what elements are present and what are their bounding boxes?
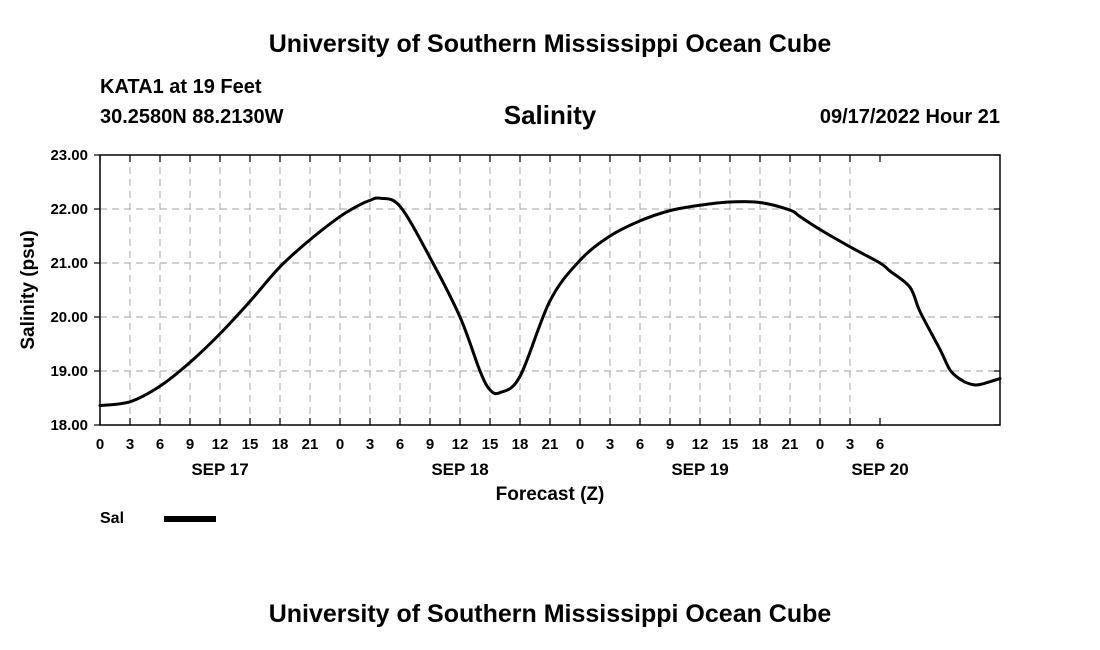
x-tick-labels: 0 3 6 9 12 15 18 21 0 3 6 9 12 15 18 21 0 3 6 9 12 15 18 21 0 3 6: [96, 436, 884, 453]
x-tick-label: 0: [816, 436, 824, 453]
x-tick-label: 9: [186, 436, 194, 453]
x-tick-label: 12: [692, 436, 709, 453]
chart-ticks: [94, 154, 1000, 426]
x-tick-label: 3: [126, 436, 134, 453]
x-tick-label: 6: [396, 436, 404, 453]
x-tick-label: 21: [782, 436, 799, 453]
date-label: SEP 19: [671, 460, 728, 479]
date-label: SEP 18: [431, 460, 488, 479]
x-tick-label: 15: [722, 436, 739, 453]
x-axis-label: Forecast (Z): [496, 484, 605, 505]
x-tick-label: 0: [96, 436, 104, 453]
forecast-datetime: 09/17/2022 Hour 21: [819, 106, 1000, 128]
x-tick-label: 21: [542, 436, 559, 453]
x-tick-label: 18: [752, 436, 769, 453]
y-tick-label: 22.00: [50, 201, 88, 218]
x-tick-label: 18: [272, 436, 289, 453]
y-tick-label: 18.00: [50, 417, 88, 434]
plot-frame: [99, 154, 1001, 426]
legend-label-sal: Sal: [100, 510, 125, 527]
chart-title: Salinity: [503, 100, 597, 130]
y-tick-label: 20.00: [50, 309, 88, 326]
x-tick-label: 18: [512, 436, 529, 453]
x-tick-label: 15: [242, 436, 259, 453]
x-tick-label: 3: [366, 436, 374, 453]
x-tick-label: 6: [876, 436, 884, 453]
page-title: University of Southern Mississippi Ocean…: [268, 30, 832, 58]
x-tick-label: 12: [212, 436, 229, 453]
y-tick-label: 21.00: [50, 255, 88, 272]
x-tick-label: 15: [482, 436, 499, 453]
y-tick-labels: 18.00 19.00 20.00 21.00 22.00 23.00: [50, 147, 88, 434]
date-labels: SEP 17 SEP 18 SEP 19 SEP 20: [191, 460, 908, 479]
y-axis-label: Salinity (psu): [18, 230, 39, 349]
legend: Sal: [100, 510, 217, 528]
x-tick-label: 0: [336, 436, 344, 453]
x-tick-label: 21: [302, 436, 319, 453]
footer-title: University of Southern Mississippi Ocean…: [268, 600, 832, 628]
y-tick-label: 23.00: [50, 147, 88, 164]
x-tick-label: 6: [636, 436, 644, 453]
date-label: SEP 20: [851, 460, 908, 479]
x-tick-label: 0: [576, 436, 584, 453]
date-label: SEP 17: [191, 460, 248, 479]
y-tick-label: 19.00: [50, 363, 88, 380]
x-tick-label: 9: [666, 436, 674, 453]
series-line-sal: [98, 196, 1002, 408]
x-tick-label: 12: [452, 436, 469, 453]
x-tick-label: 3: [606, 436, 614, 453]
station-label: KATA1 at 19 Feet: [100, 76, 262, 98]
station-coordinates: 30.2580N 88.2130W: [100, 106, 284, 128]
x-tick-label: 9: [426, 436, 434, 453]
x-tick-label: 6: [156, 436, 164, 453]
x-tick-label: 3: [846, 436, 854, 453]
chart-grid: [100, 155, 1000, 425]
legend-swatch-sal: [164, 515, 217, 522]
